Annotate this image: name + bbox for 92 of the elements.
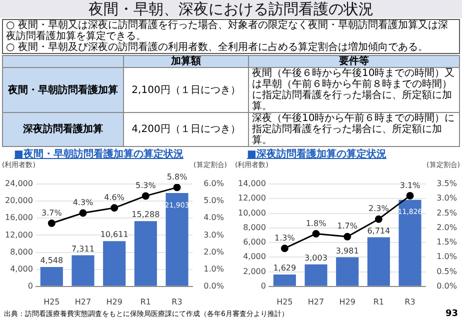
- text: 93: [445, 309, 458, 319]
- y-tick-label: 4,000: [10, 264, 33, 274]
- y2-tick-label: 5.0%: [204, 196, 224, 206]
- bar: [40, 266, 63, 286]
- text: 深夜（午後10時から午前６時までの時間）に指定訪問看護を行った場合に、所定額に加算。: [248, 112, 460, 146]
- text: ○ 夜間・早朝又は深夜に訪問看護を行った場合、対象者の限定なく夜間・早朝訪問看護加算又は深夜訪問看護加算を算定できる。: [6, 20, 449, 42]
- y2-tick-label: 2.0%: [204, 247, 224, 256]
- y-tick-label: 12,000: [4, 230, 33, 240]
- x-tick-label: R3: [404, 297, 416, 306]
- bar: [103, 241, 126, 286]
- point: [142, 192, 150, 200]
- data-label: 3,003: [304, 254, 328, 263]
- data-label: 1.8%: [306, 218, 327, 228]
- data-label: 1,629: [273, 264, 296, 273]
- bar: [72, 255, 94, 286]
- x-tick-label: R1: [140, 297, 151, 306]
- data-label: 3.1%: [400, 180, 421, 190]
- data-label: 7,311: [72, 244, 94, 254]
- data-label: 15,288: [132, 210, 160, 220]
- y-tick-label: 10,000: [238, 208, 266, 218]
- y2-tick-label: 0.0%: [436, 281, 458, 290]
- bar: [166, 192, 188, 286]
- bar: [398, 200, 422, 286]
- text: 夜間・早朝、深夜における訪問看護の状況: [0, 0, 462, 18]
- chart-title: ■深夜訪問看護加算の算定状況: [246, 149, 388, 161]
- x-tick-label: H29: [339, 297, 356, 306]
- y2-tick-label: 0.5%: [436, 266, 458, 276]
- point: [406, 192, 414, 200]
- point: [344, 232, 352, 240]
- y-tick-label: 6,000: [243, 238, 266, 247]
- text: 2,100円（１日につき）: [124, 68, 248, 112]
- data-label: 4.6%: [104, 192, 125, 202]
- y-tick-label: 2,000: [243, 266, 266, 276]
- y2-tick-label: 3.5%: [436, 179, 458, 188]
- data-label: 10,611: [100, 230, 128, 240]
- y-tick-label: 0: [28, 281, 33, 290]
- bar: [134, 221, 157, 286]
- text: ○ 夜間・早朝及び深夜の訪問看護の利用者数、全利用者に占める算定割合は増加傾向である。: [6, 42, 429, 53]
- y2-tick-label: 2.0%: [436, 222, 458, 232]
- y2-tick-label: 3.0%: [204, 230, 224, 240]
- data-label: 6,714: [367, 226, 390, 236]
- y-tick-label: 4,000: [243, 252, 266, 262]
- y-tick-label: 24,000: [4, 179, 33, 188]
- y-tick-label: 16,000: [4, 213, 33, 222]
- y-tick-label: 14,000: [238, 179, 266, 188]
- y-tick-label: 8,000: [10, 247, 33, 256]
- data-label: 5.8%: [166, 172, 188, 182]
- y2-tick-label: 0.0%: [204, 281, 224, 290]
- point: [280, 244, 288, 252]
- y-tick-label: 12,000: [238, 194, 266, 203]
- x-tick-label: H25: [44, 297, 60, 306]
- point: [374, 215, 382, 223]
- x-tick-label: H25: [276, 297, 293, 306]
- y2-tick-label: 1.0%: [436, 252, 458, 262]
- bar: [273, 274, 296, 286]
- data-label: 2.3%: [368, 204, 390, 214]
- point: [173, 184, 181, 192]
- text: 加算額: [124, 56, 248, 68]
- data-label: 5.3%: [136, 181, 156, 190]
- bar: [336, 257, 359, 286]
- text: 4,200円（１日につき）: [124, 112, 248, 146]
- y2-tick-label: 2.5%: [436, 208, 458, 218]
- y2-tick-label: 4.0%: [204, 213, 224, 222]
- text: 深夜訪問看護加算: [2, 112, 124, 146]
- bar: [304, 264, 328, 286]
- data-label: 3,981: [336, 246, 359, 256]
- text: 要件等: [248, 56, 460, 68]
- y2-tick-label: 1.0%: [204, 264, 224, 274]
- data-label: 4,548: [40, 256, 64, 266]
- data-label: 4.3%: [72, 198, 94, 208]
- point: [79, 209, 87, 217]
- data-label: 1.7%: [337, 222, 358, 231]
- y2-tick-label: 3.0%: [436, 194, 458, 203]
- x-tick-label: H27: [308, 297, 324, 306]
- x-tick-label: H29: [106, 297, 122, 306]
- y-tick-label: 0: [260, 281, 266, 290]
- point: [110, 204, 118, 212]
- text: 夜間（午後６時から午後10時までの時間）又は早朝（午前６時から午前８時までの時間）に指定訪問看護を行った場合に、所定額に加算。: [248, 68, 460, 112]
- data-label: 3.7%: [41, 208, 62, 218]
- y-tick-label: 8,000: [243, 222, 266, 232]
- point: [48, 220, 56, 228]
- x-tick-label: R1: [373, 297, 384, 306]
- y2-tick-label: 6.0%: [204, 179, 224, 188]
- x-tick-label: H27: [74, 297, 92, 306]
- bar: [367, 237, 390, 286]
- data-label: 1.3%: [274, 233, 296, 242]
- y2-tick-label: 1.5%: [436, 238, 458, 247]
- x-tick-label: R3: [172, 297, 182, 306]
- point: [312, 230, 320, 238]
- chart-title: ■夜間・早朝訪問看護加算の算定状況: [13, 149, 184, 161]
- y-tick-label: 20,000: [4, 196, 33, 206]
- text: 夜間・早朝訪問看護加算: [2, 68, 124, 112]
